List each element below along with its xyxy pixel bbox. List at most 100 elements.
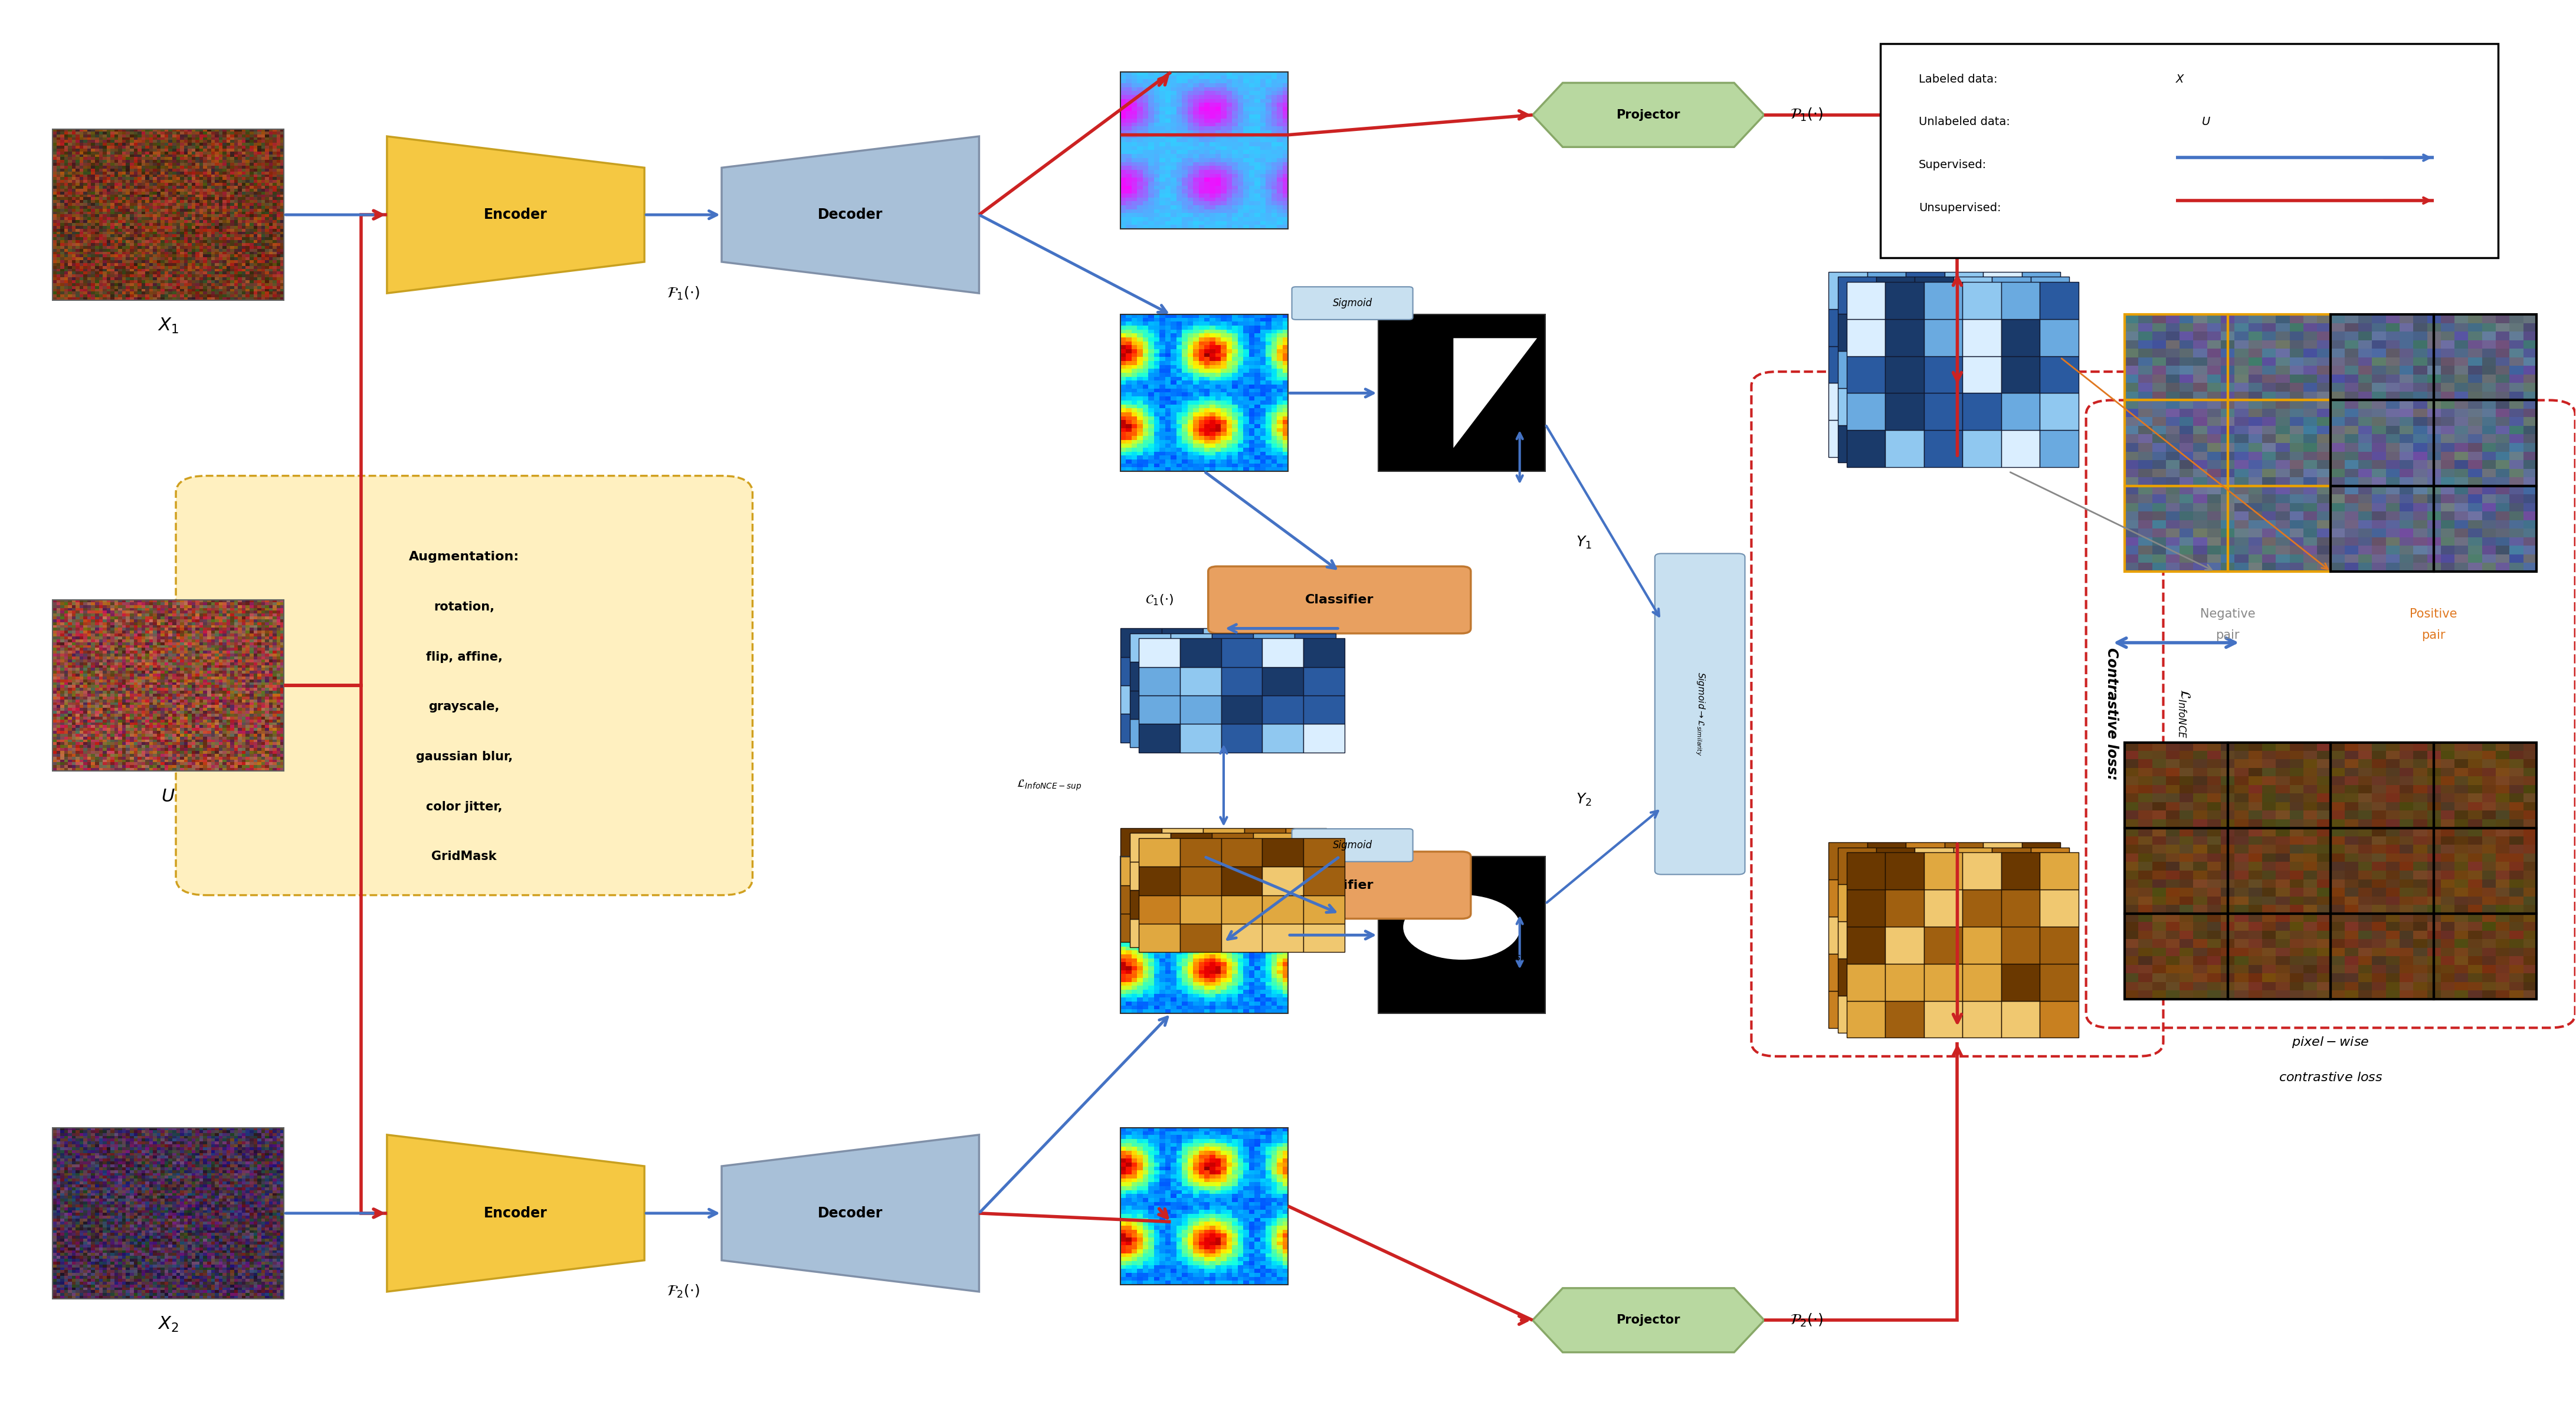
Bar: [2030, 958, 2069, 995]
FancyBboxPatch shape: [1208, 851, 1471, 918]
Bar: [1121, 628, 1162, 657]
Bar: [1213, 718, 1255, 747]
Bar: [1914, 958, 1953, 995]
Bar: [1953, 847, 1991, 884]
Bar: [1262, 695, 1303, 724]
Polygon shape: [1533, 83, 1765, 147]
Bar: [2331, 743, 2434, 828]
Bar: [1868, 954, 1906, 991]
Bar: [1829, 346, 1868, 383]
Bar: [1991, 958, 2030, 995]
Bar: [2002, 356, 2040, 393]
Bar: [1953, 426, 1991, 463]
Bar: [2228, 914, 2331, 1000]
Bar: [1868, 880, 1906, 917]
Bar: [1945, 420, 1984, 457]
Bar: [1255, 890, 1293, 918]
Text: $\mathcal{F}_1(\cdot)$: $\mathcal{F}_1(\cdot)$: [667, 286, 701, 301]
Bar: [1255, 718, 1293, 747]
Bar: [1914, 388, 1953, 426]
Bar: [1213, 861, 1255, 890]
Bar: [1262, 724, 1303, 753]
Bar: [1991, 426, 2030, 463]
Bar: [1880, 44, 2499, 257]
Bar: [1953, 351, 1991, 388]
Bar: [1991, 995, 2030, 1032]
Bar: [52, 1128, 283, 1299]
Bar: [1131, 861, 1172, 890]
Bar: [1991, 351, 2030, 388]
Bar: [1914, 314, 1953, 351]
Bar: [1847, 890, 1886, 927]
Bar: [1829, 917, 1868, 954]
Bar: [1172, 918, 1213, 947]
Bar: [1121, 685, 1162, 714]
Bar: [1906, 917, 1945, 954]
Bar: [1180, 838, 1221, 867]
Text: $\mathcal{P}_2(\cdot)$: $\mathcal{P}_2(\cdot)$: [1790, 1312, 1824, 1328]
Bar: [1924, 927, 1963, 964]
Bar: [2022, 346, 2061, 383]
Bar: [1285, 657, 1327, 685]
Bar: [2040, 356, 2079, 393]
Bar: [1984, 991, 2022, 1028]
Bar: [1868, 843, 1906, 880]
Text: Classifier: Classifier: [1306, 594, 1373, 605]
Bar: [2030, 426, 2069, 463]
Bar: [1953, 277, 1991, 314]
Bar: [2022, 880, 2061, 917]
Bar: [1121, 914, 1162, 942]
Text: GridMask: GridMask: [433, 851, 497, 863]
Bar: [2002, 927, 2040, 964]
Bar: [1953, 958, 1991, 995]
Bar: [1847, 853, 1886, 890]
Bar: [2228, 486, 2331, 571]
Bar: [1285, 828, 1327, 857]
Bar: [1131, 634, 1172, 663]
Bar: [1914, 847, 1953, 884]
Bar: [1221, 667, 1262, 695]
Bar: [2331, 486, 2434, 571]
Bar: [1221, 724, 1262, 753]
Text: color jitter,: color jitter,: [425, 801, 502, 813]
Text: Augmentation:: Augmentation:: [410, 551, 520, 563]
Bar: [1924, 1001, 1963, 1038]
Bar: [1172, 833, 1213, 861]
Bar: [1906, 954, 1945, 991]
Bar: [1131, 890, 1172, 918]
Bar: [1172, 691, 1213, 718]
Bar: [1847, 430, 1886, 467]
Bar: [1285, 628, 1327, 657]
Bar: [1991, 388, 2030, 426]
Bar: [2030, 388, 2069, 426]
Bar: [1875, 958, 1914, 995]
Bar: [1875, 426, 1914, 463]
Bar: [1963, 927, 2002, 964]
Bar: [1875, 847, 1914, 884]
Bar: [1906, 991, 1945, 1028]
Bar: [1847, 964, 1886, 1001]
Bar: [1293, 890, 1334, 918]
Bar: [1829, 991, 1868, 1028]
Bar: [1262, 667, 1303, 695]
Bar: [1255, 918, 1293, 947]
Text: Encoder: Encoder: [484, 207, 549, 221]
Bar: [2030, 314, 2069, 351]
Bar: [1162, 628, 1203, 657]
Bar: [2040, 281, 2079, 318]
Text: $X_2$: $X_2$: [157, 1315, 178, 1334]
Bar: [1172, 861, 1213, 890]
Bar: [1829, 880, 1868, 917]
Bar: [1172, 718, 1213, 747]
Text: X: X: [2177, 74, 2184, 84]
Bar: [1139, 895, 1180, 924]
Bar: [1837, 277, 1875, 314]
Bar: [1213, 918, 1255, 947]
Bar: [2228, 314, 2331, 400]
Bar: [1213, 890, 1255, 918]
Bar: [1847, 1001, 1886, 1038]
Bar: [1285, 857, 1327, 885]
Bar: [1303, 695, 1345, 724]
Text: Negative: Negative: [2200, 608, 2254, 620]
Bar: [1886, 281, 1924, 318]
